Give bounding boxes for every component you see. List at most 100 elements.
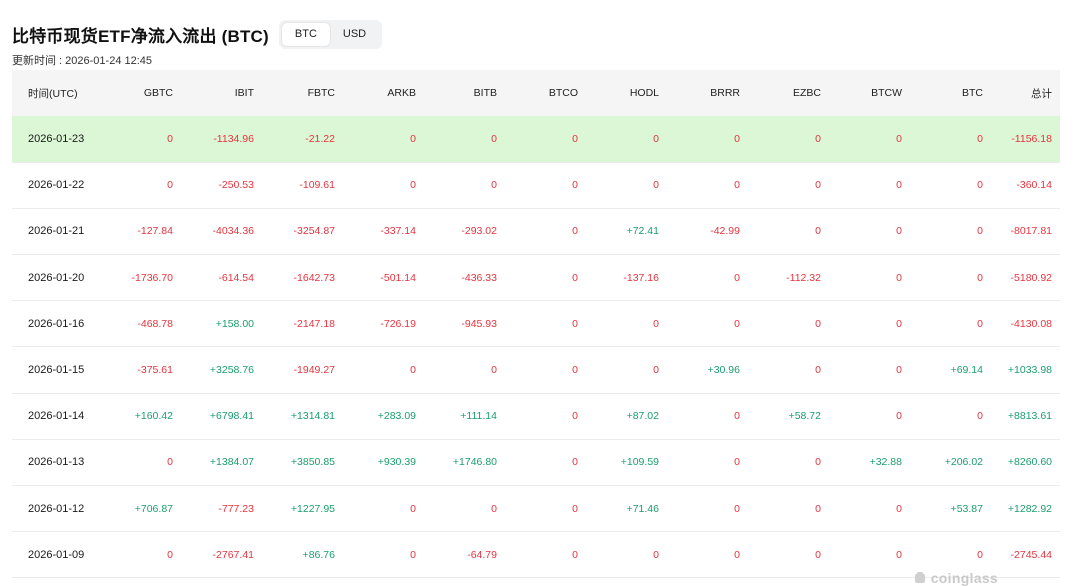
flow-cell: 0 [653,179,659,192]
flow-cell: 0 [572,502,578,515]
flow-cell: 0 [896,225,902,238]
flow-cell: -337.14 [380,225,416,238]
table-row: 2026-01-22 0 -250.53 -109.61 0 0 0 0 0 0 0 0 -360.14 [12,162,1060,209]
flow-cell: +1314.81 [290,410,335,423]
flow-cell: 0 [572,179,578,192]
flow-cell: 0 [977,548,983,561]
coinglass-watermark: coinglass [913,570,998,586]
flow-cell: +283.09 [377,410,416,423]
flow-cell: 0 [572,225,578,238]
unit-toggle[interactable]: BTC USD [278,20,383,49]
flow-cell: -1642.73 [293,271,335,284]
flow-cell: +930.39 [377,456,416,469]
flow-cell: +30.96 [707,364,740,377]
column-header[interactable]: IBIT [234,87,254,99]
column-header[interactable]: BTCO [548,87,578,99]
flow-cell: +87.02 [626,410,659,423]
flow-cell: +8260.60 [1007,456,1052,469]
flow-cell: -2767.41 [212,548,254,561]
date-cell: 2026-01-23 [28,132,85,145]
table-row: 2026-01-13 0 +1384.07 +3850.85 +930.39 +1746.… [12,439,1060,486]
flow-cell: +58.72 [788,410,821,423]
flow-cell: +53.87 [950,502,983,515]
column-header[interactable]: BTCW [871,87,902,99]
flow-cell: -468.78 [137,317,173,330]
column-header[interactable]: BITB [473,87,497,99]
flow-cell: 0 [815,364,821,377]
flow-cell: 0 [410,548,416,561]
table-row: 2026-01-09 0 -2767.41 +86.76 0 -64.79 0 0 0 0 0 0 -2… [12,532,1060,578]
flow-cell: 0 [977,179,983,192]
flow-cell: 0 [815,502,821,515]
flow-cell: -21.22 [305,132,335,145]
column-header[interactable]: EZBC [792,87,821,99]
column-header[interactable]: HODL [629,87,659,99]
table-row: 2026-01-23 0 -1134.96 -21.22 0 0 0 0 0 0 0 0 -1156.1… [12,116,1060,163]
table-row: 2026-01-16 -468.78 +158.00 -2147.18 -726.19 -… [12,301,1060,347]
flow-cell: -1736.70 [131,271,173,284]
flow-cell: 0 [896,502,902,515]
flow-cell: 0 [167,132,173,145]
flow-cell: 0 [734,548,740,561]
page-header: 比特币现货ETF净流入流出 (BTC) BTC USD [12,20,383,49]
toggle-usd[interactable]: USD [342,28,367,40]
flow-cell: +158.00 [215,317,254,330]
flow-cell: 0 [734,317,740,330]
table-row: 2026-01-21 -127.84 -4034.36 -3254.87 -337.14… [12,208,1060,255]
flow-cell: +109.59 [620,456,659,469]
flow-cell: 0 [977,132,983,145]
flow-cell: 0 [896,548,902,561]
flow-cell: -3254.87 [293,225,335,238]
toggle-btc[interactable]: BTC [281,23,330,46]
date-cell: 2026-01-09 [28,548,85,561]
column-header[interactable]: ARKB [387,87,416,99]
flow-cell: +1033.98 [1007,364,1052,377]
flow-cell: +6798.41 [209,410,254,423]
flow-cell: 0 [977,271,983,284]
flow-cell: -1134.96 [213,132,254,145]
table-row: 2026-01-14 +160.42 +6798.41 +1314.81 +283.09… [12,393,1060,440]
flow-cell: -375.61 [137,364,173,377]
flow-cell: -250.53 [218,179,254,192]
date-cell: 2026-01-16 [28,317,85,330]
table-body: 2026-01-23 0 -1134.96 -21.22 0 0 0 0 0 0 0 0 -1156.1… [12,116,1060,578]
flow-cell: -8017.81 [1010,225,1052,238]
flow-cell: -42.99 [710,225,740,238]
flow-cell: 0 [734,502,740,515]
flow-cell: 0 [572,132,578,145]
flow-cell: 0 [896,410,902,423]
column-header[interactable]: FBTC [307,87,335,99]
flow-cell: +86.76 [302,548,335,561]
column-header[interactable]: 总计 [1031,87,1052,100]
column-header[interactable]: GBTC [143,87,173,99]
flow-cell: 0 [734,271,740,284]
etf-flow-table: 时间(UTC) GBTC IBIT FBTC ARKB BITB BTCO HODL BRRR E… [12,70,1060,578]
flow-cell: -436.33 [461,271,497,284]
flow-cell: 0 [815,548,821,561]
flow-cell: 0 [977,410,983,423]
flow-cell: 0 [410,364,416,377]
flow-cell: 0 [815,132,821,145]
column-header[interactable]: 时间(UTC) [28,87,78,100]
flow-cell: 0 [653,317,659,330]
flow-cell: 0 [896,364,902,377]
flow-cell: 0 [572,548,578,561]
flow-cell: 0 [653,548,659,561]
update-time: 更新时间 : 2026-01-24 12:45 [12,55,153,67]
flow-cell: 0 [167,548,173,561]
column-header[interactable]: BTC [962,87,983,99]
date-cell: 2026-01-14 [28,410,85,423]
flow-cell: -945.93 [461,317,497,330]
flow-cell: +3258.76 [209,364,254,377]
flow-cell: -109.61 [299,179,335,192]
flow-cell: +32.88 [869,456,902,469]
flow-cell: +8813.61 [1007,410,1052,423]
flow-cell: +1746.80 [452,456,497,469]
flow-cell: -1949.27 [293,364,335,377]
flow-cell: 0 [734,410,740,423]
flow-cell: 0 [896,271,902,284]
column-header[interactable]: BRRR [710,87,740,99]
flow-cell: 0 [977,225,983,238]
flow-cell: 0 [734,179,740,192]
coinglass-logo-icon [914,572,925,583]
